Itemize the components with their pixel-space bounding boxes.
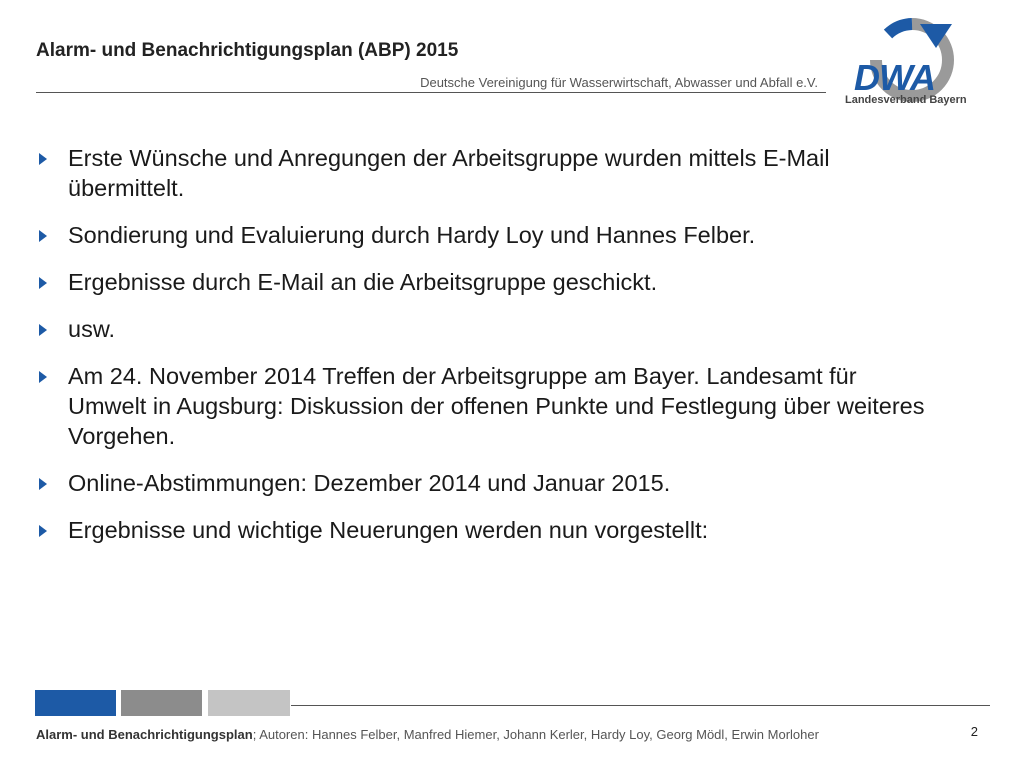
footer-bar-gray (121, 690, 202, 716)
arrow-right-icon (39, 371, 47, 383)
bullet-item: Am 24. November 2014 Treffen der Arbeits… (36, 361, 936, 451)
bullet-item: usw. (36, 314, 936, 344)
bullet-item: Ergebnisse durch E-Mail an die Arbeitsgr… (36, 267, 936, 297)
bullet-text: usw. (68, 316, 116, 342)
footer-divider (291, 705, 990, 706)
page-number: 2 (970, 724, 978, 739)
footer-title: Alarm- und Benachrichtigungsplan (36, 727, 253, 742)
bullet-text: Am 24. November 2014 Treffen der Arbeits… (68, 363, 925, 449)
arrow-right-icon (39, 230, 47, 242)
bullet-text: Erste Wünsche und Anregungen der Arbeits… (68, 145, 830, 201)
organization-name: Deutsche Vereinigung für Wasserwirtschaf… (420, 75, 818, 90)
bullet-text: Online-Abstimmungen: Dezember 2014 und J… (68, 470, 671, 496)
arrow-right-icon (39, 478, 47, 490)
arrow-right-icon (39, 525, 47, 537)
bullet-text: Sondierung und Evaluierung durch Hardy L… (68, 222, 756, 248)
arrow-right-icon (39, 153, 47, 165)
footer-authors: ; Autoren: Hannes Felber, Manfred Hiemer… (252, 727, 819, 742)
slide-title: Alarm- und Benachrichtigungsplan (ABP) 2… (36, 40, 459, 61)
bullet-item: Ergebnisse und wichtige Neuerungen werde… (36, 515, 936, 545)
arrow-right-icon (39, 277, 47, 289)
bullet-text: Ergebnisse und wichtige Neuerungen werde… (68, 517, 709, 543)
bullet-text: Ergebnisse durch E-Mail an die Arbeitsgr… (68, 269, 658, 295)
logo-wordmark: DWA (854, 57, 936, 98)
logo-ring-icon (870, 18, 954, 102)
bullet-list: Erste Wünsche und Anregungen der Arbeits… (36, 143, 936, 562)
bullet-item: Erste Wünsche und Anregungen der Arbeits… (36, 143, 936, 203)
footer-text: Alarm- und Benachrichtigungsplan; Autore… (36, 727, 819, 742)
footer-bar-blue (35, 690, 116, 716)
header-divider (36, 92, 826, 93)
bullet-item: Sondierung und Evaluierung durch Hardy L… (36, 220, 936, 250)
bullet-item: Online-Abstimmungen: Dezember 2014 und J… (36, 468, 936, 498)
footer-bar-light (208, 690, 290, 716)
dwa-logo: DWA Landesverband Bayern (842, 16, 982, 110)
arrow-right-icon (39, 324, 47, 336)
logo-subtitle: Landesverband Bayern (845, 94, 967, 106)
